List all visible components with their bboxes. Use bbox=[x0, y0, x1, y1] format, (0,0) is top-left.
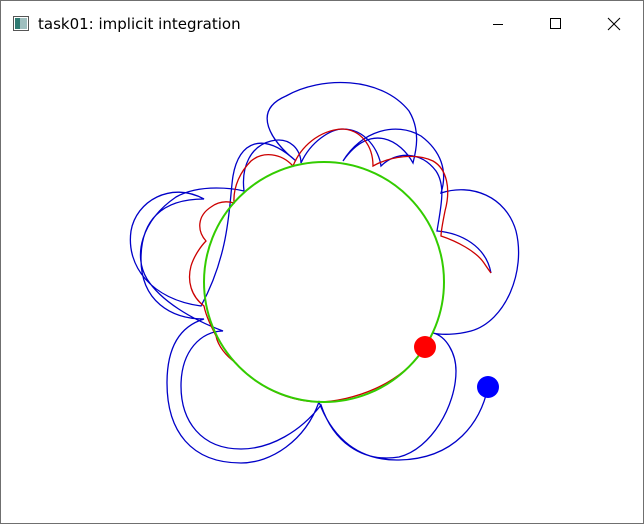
close-button[interactable] bbox=[585, 1, 643, 47]
close-icon bbox=[607, 17, 621, 31]
blue-ball bbox=[477, 376, 499, 398]
title-bar[interactable]: task01: implicit integration bbox=[1, 1, 643, 47]
constraint-circle bbox=[203, 161, 445, 403]
simulation-drawing bbox=[129, 81, 520, 464]
simulation-canvas[interactable] bbox=[1, 47, 643, 523]
minimize-button[interactable] bbox=[469, 1, 527, 47]
red-ball bbox=[414, 336, 436, 358]
maximize-button[interactable] bbox=[527, 1, 585, 47]
maximize-icon bbox=[550, 18, 561, 29]
app-icon bbox=[13, 16, 29, 31]
window-title: task01: implicit integration bbox=[38, 15, 241, 33]
red-trajectory bbox=[188, 128, 492, 403]
blue-trajectory bbox=[129, 81, 520, 464]
minimize-icon bbox=[493, 24, 503, 25]
